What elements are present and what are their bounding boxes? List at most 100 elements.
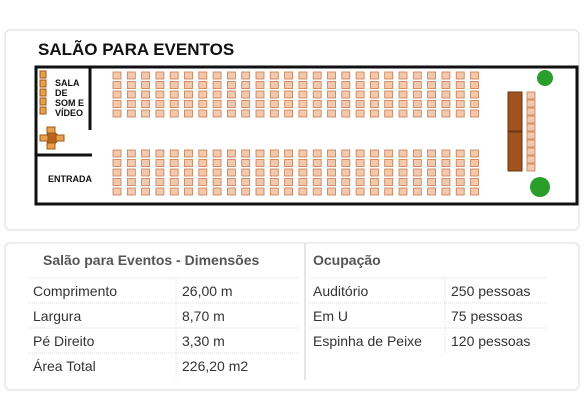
- chair: [298, 71, 308, 80]
- cell-value: 226,20 m2: [182, 358, 248, 374]
- cell-label: Comprimento: [33, 283, 117, 299]
- chair: [455, 100, 465, 108]
- chair: [384, 149, 394, 158]
- chair: [155, 100, 165, 108]
- chair: [198, 109, 208, 118]
- chair: [526, 139, 536, 148]
- chair: [169, 81, 179, 89]
- chair: [341, 81, 351, 89]
- cell-label: Auditório: [313, 283, 368, 299]
- chair: [198, 81, 208, 89]
- chair: [327, 100, 336, 108]
- chair: [312, 168, 322, 177]
- chair: [526, 91, 536, 100]
- chair: [427, 109, 437, 118]
- room-label: VÍDEO: [55, 108, 83, 118]
- chair: [384, 187, 394, 196]
- chair: [198, 159, 208, 167]
- chair: [241, 149, 251, 158]
- chair: [526, 147, 536, 156]
- chair: [212, 178, 222, 186]
- chair: [441, 109, 451, 118]
- chair: [141, 100, 151, 108]
- chair: [427, 100, 437, 108]
- chair: [141, 109, 151, 118]
- chair: [269, 168, 279, 177]
- chair: [427, 159, 437, 167]
- chair: [212, 81, 222, 89]
- chair: [226, 159, 236, 167]
- chair: [312, 109, 322, 118]
- chair: [355, 100, 365, 108]
- chair: [341, 178, 351, 186]
- chair: [126, 178, 136, 186]
- chair: [384, 178, 394, 186]
- chair: [241, 71, 251, 80]
- chair: [298, 90, 308, 99]
- chair: [355, 187, 365, 196]
- chair: [269, 109, 279, 118]
- entrance-label: ENTRADA: [48, 174, 92, 184]
- chair: [212, 168, 222, 177]
- chair: [312, 187, 322, 196]
- plan-title: SALÃO PARA EVENTOS: [38, 39, 234, 59]
- chair: [155, 187, 165, 196]
- chair: [384, 100, 394, 108]
- occupancy-title: Ocupação: [313, 252, 381, 268]
- chair: [427, 168, 437, 177]
- chair: [298, 168, 308, 177]
- chair: [269, 149, 279, 158]
- chair: [155, 178, 165, 186]
- chair: [470, 81, 479, 89]
- chair: [412, 168, 422, 177]
- chair: [255, 178, 265, 186]
- chair: [327, 71, 336, 80]
- chair: [269, 187, 279, 196]
- cell-value: 3,30 m: [182, 333, 225, 349]
- chair: [398, 168, 408, 177]
- chair: [255, 149, 265, 158]
- chair: [298, 100, 308, 108]
- chair: [526, 163, 536, 172]
- chair: [470, 109, 479, 118]
- chair: [269, 71, 279, 80]
- chair: [455, 187, 465, 196]
- chair: [470, 90, 479, 99]
- cell-value: 75 pessoas: [451, 308, 523, 324]
- chair: [284, 109, 294, 118]
- dimensions-title: Salão para Eventos - Dimensões: [43, 252, 260, 268]
- cell-label: Largura: [33, 308, 81, 324]
- chair: [427, 90, 437, 99]
- chair: [398, 187, 408, 196]
- chair: [327, 81, 336, 89]
- chair: [184, 100, 193, 108]
- chair: [284, 149, 294, 158]
- chair: [412, 149, 422, 158]
- room-label: SALA: [55, 78, 80, 88]
- chair: [255, 187, 265, 196]
- cell-label: Em U: [313, 308, 348, 324]
- chair: [155, 71, 165, 80]
- chair: [112, 178, 122, 186]
- chair: [184, 149, 193, 158]
- chair: [198, 168, 208, 177]
- chair: [226, 71, 236, 80]
- chair: [126, 109, 136, 118]
- chair: [470, 71, 479, 80]
- chair: [312, 178, 322, 186]
- chair: [327, 159, 336, 167]
- chair: [141, 168, 151, 177]
- chair: [398, 178, 408, 186]
- chair: [169, 90, 179, 99]
- chair: [441, 81, 451, 89]
- chair: [398, 100, 408, 108]
- chair: [169, 109, 179, 118]
- chair: [55, 134, 65, 142]
- chair: [298, 178, 308, 186]
- chair: [369, 187, 379, 196]
- chair: [412, 81, 422, 89]
- chair: [126, 149, 136, 158]
- chair: [169, 149, 179, 158]
- chair: [441, 149, 451, 158]
- cell-label: Pé Direito: [33, 333, 95, 349]
